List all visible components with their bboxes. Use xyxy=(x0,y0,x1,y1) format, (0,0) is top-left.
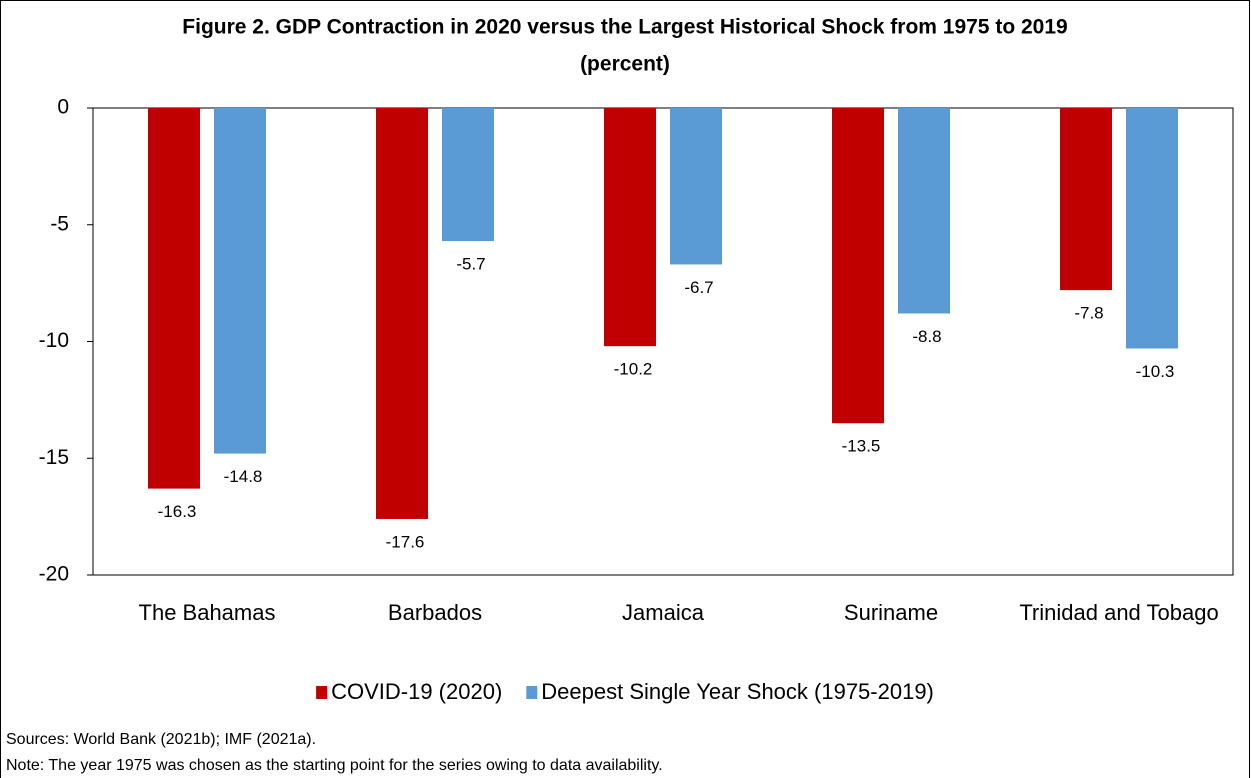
bar xyxy=(148,108,200,489)
data-label: -5.7 xyxy=(456,255,485,274)
bar xyxy=(1060,108,1112,291)
y-tick-label: -20 xyxy=(39,563,69,586)
note: Sources: World Bank (2021b); IMF (2021a)… xyxy=(6,731,317,748)
bar xyxy=(604,108,656,347)
data-label: -8.8 xyxy=(912,327,941,346)
data-label: -14.8 xyxy=(224,467,263,486)
bar xyxy=(214,108,266,454)
x-tick-label: Trinidad and Tobago xyxy=(1019,600,1219,625)
data-label: -6.7 xyxy=(684,278,713,297)
x-tick-label: Suriname xyxy=(843,600,939,625)
y-tick-label: -5 xyxy=(50,212,69,235)
bar xyxy=(898,108,950,314)
data-label: -10.2 xyxy=(614,360,653,379)
data-label: -17.6 xyxy=(386,532,425,551)
bar xyxy=(376,108,428,519)
bar xyxy=(832,108,884,424)
legend-label: COVID-19 (2020) xyxy=(331,679,502,704)
data-label: -7.8 xyxy=(1074,304,1103,323)
x-tick-label: The Bahamas xyxy=(138,600,276,625)
bar xyxy=(670,108,722,265)
y-tick-label: 0 xyxy=(57,96,69,119)
legend-swatch xyxy=(316,686,328,699)
bar xyxy=(442,108,494,242)
data-label: -10.3 xyxy=(1136,362,1175,381)
y-tick-label: -10 xyxy=(39,329,69,352)
legend-label: Deepest Single Year Shock (1975-2019) xyxy=(541,679,934,704)
bar xyxy=(1126,108,1178,349)
x-tick-label: Barbados xyxy=(387,600,483,625)
y-tick-label: -15 xyxy=(39,446,69,469)
data-label: -13.5 xyxy=(842,437,881,456)
chart-title: Figure 2. GDP Contraction in 2020 versus… xyxy=(182,16,1067,39)
x-tick-label: Jamaica xyxy=(622,600,704,625)
chart-subtitle: (percent) xyxy=(580,53,670,76)
note: Note: The year 1975 was chosen as the st… xyxy=(6,757,663,774)
data-label: -16.3 xyxy=(158,502,197,521)
legend-swatch xyxy=(526,686,538,699)
